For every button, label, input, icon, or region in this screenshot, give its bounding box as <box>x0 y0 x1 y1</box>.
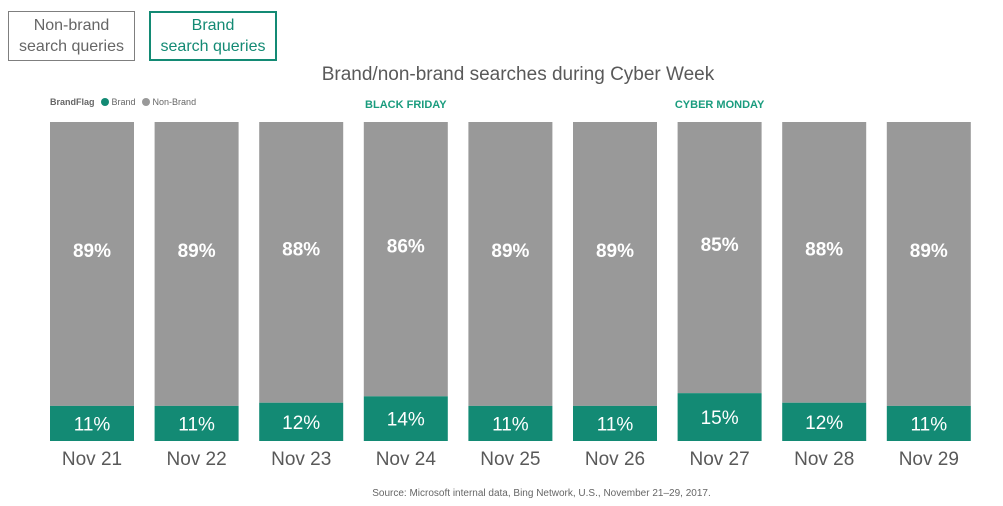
annotation-2: CYBER MONDAY <box>675 99 765 111</box>
x-tick-label-3: Nov 23 <box>271 449 331 470</box>
bar-nonbrand-7[interactable] <box>677 122 762 394</box>
bar-nonbrand-9[interactable] <box>886 122 971 406</box>
data-label-brand-8: 12% <box>805 413 843 434</box>
bar-brand-1[interactable] <box>50 405 134 441</box>
data-label-brand-5: 11% <box>492 414 529 435</box>
data-label-brand-9: 11% <box>910 414 947 435</box>
bar-brand-9[interactable] <box>886 405 971 441</box>
x-tick-label-4: Nov 24 <box>376 449 437 470</box>
x-tick-label-8: Nov 28 <box>794 449 854 470</box>
legend-swatch-nonbrand <box>141 98 150 106</box>
chart-title: Brand/non-brand searches during Cyber We… <box>321 64 715 85</box>
data-label-nonbrand-1: 89% <box>73 241 111 262</box>
legend-label-nonbrand: Non-Brand <box>152 97 197 107</box>
x-tick-label-6: Nov 26 <box>585 449 645 470</box>
annotation-1: BLACK FRIDAY <box>365 99 447 111</box>
bar-nonbrand-3[interactable] <box>259 122 344 403</box>
data-label-nonbrand-7: 85% <box>701 235 739 256</box>
x-tick-label-9: Nov 29 <box>899 449 959 470</box>
data-label-brand-6: 11% <box>597 414 634 435</box>
data-label-nonbrand-3: 88% <box>282 239 320 260</box>
legend-label-brand: Brand <box>111 97 136 107</box>
data-label-brand-4: 14% <box>387 410 425 431</box>
bar-nonbrand-8[interactable] <box>782 122 867 403</box>
data-label-brand-7: 15% <box>701 408 739 429</box>
data-label-nonbrand-6: 89% <box>596 241 634 262</box>
source-note: Source: Microsoft internal data, Bing Ne… <box>372 488 711 499</box>
data-label-nonbrand-2: 89% <box>178 241 216 262</box>
bar-brand-5[interactable] <box>468 405 553 441</box>
x-tick-label-1: Nov 21 <box>62 449 122 470</box>
bar-brand-4[interactable] <box>363 396 448 441</box>
legend-swatch-brand <box>100 98 109 106</box>
bar-nonbrand-5[interactable] <box>468 122 553 406</box>
bar-brand-3[interactable] <box>259 402 344 441</box>
bar-brand-6[interactable] <box>573 405 657 441</box>
data-label-nonbrand-5: 89% <box>491 241 529 262</box>
x-tick-label-7: Nov 27 <box>689 449 749 470</box>
data-label-brand-3: 12% <box>282 413 320 434</box>
bar-nonbrand-1[interactable] <box>50 122 134 406</box>
x-tick-label-5: Nov 25 <box>480 449 540 470</box>
stacked-bar-chart: 89% 11% Nov 21 89% 11% Nov 22 88% 12% Nov 23 86% 1… <box>50 99 971 470</box>
legend-title: BrandFlag <box>50 97 95 107</box>
brand-toggle-button[interactable]: Brand search queries <box>149 11 277 61</box>
bar-brand-8[interactable] <box>782 402 867 441</box>
data-label-brand-2: 11% <box>178 414 215 435</box>
x-tick-label-2: Nov 22 <box>166 449 226 470</box>
bar-brand-2[interactable] <box>154 405 239 441</box>
nonbrand-toggle-button[interactable]: Non-brand search queries <box>8 11 135 61</box>
bar-nonbrand-2[interactable] <box>154 122 239 406</box>
data-label-nonbrand-8: 88% <box>805 239 843 260</box>
data-label-nonbrand-9: 89% <box>910 241 948 262</box>
bar-nonbrand-6[interactable] <box>573 122 657 406</box>
chart-legend: BrandFlag Brand Non-Brand <box>50 97 198 107</box>
bar-nonbrand-4[interactable] <box>363 122 448 397</box>
legend-item-brand[interactable]: Brand <box>100 97 136 107</box>
legend-item-nonbrand[interactable]: Non-Brand <box>141 97 197 107</box>
data-label-nonbrand-4: 86% <box>387 236 425 257</box>
bar-brand-7[interactable] <box>677 393 762 441</box>
data-label-brand-1: 11% <box>74 414 111 435</box>
